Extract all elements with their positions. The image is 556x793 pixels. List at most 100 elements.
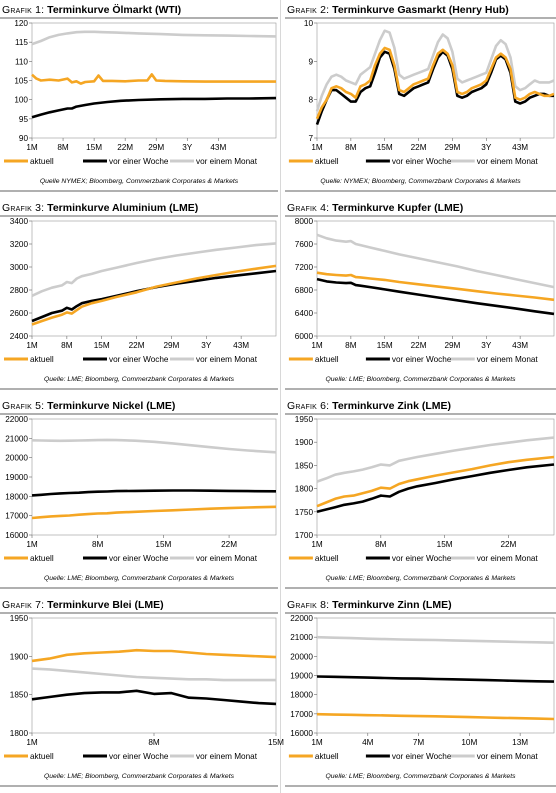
plot-frame: [31, 617, 277, 734]
legend-label: aktuell: [315, 554, 339, 563]
legend-label: vor einem Monat: [196, 157, 258, 166]
x-tick-label: 3Y: [481, 341, 492, 350]
x-tick-label: 3Y: [182, 143, 193, 152]
title-rule: [285, 17, 556, 19]
chart-prefix: Grafik 4:: [287, 202, 330, 214]
legend-label: aktuell: [30, 554, 54, 563]
series-line-woche: [31, 689, 277, 706]
legend-label: vor einer Woche: [109, 752, 169, 761]
title-rule: [0, 17, 278, 19]
bottom-rule: [285, 388, 556, 390]
chart-svg: 7 8 9 10 1M 8M 15M 22M 29M 3Y 43M aktuell vor einer …: [288, 19, 555, 166]
series-line-woche: [31, 489, 277, 497]
title-rule: [285, 215, 556, 217]
series-line-monat: [31, 667, 276, 682]
chart-title-text: Terminkurve Ölmarkt (WTI): [44, 4, 182, 16]
series-line-aktuell: [31, 648, 277, 663]
x-tick-label: 22M: [411, 143, 427, 152]
series-line-monat: [316, 233, 555, 289]
plot-frame: [316, 22, 555, 139]
chart-source: Quelle: LME; Bloomberg, Commerzbank Corp…: [325, 376, 516, 383]
legend-label: vor einer Woche: [392, 355, 452, 364]
y-tick-label: 21000: [290, 633, 313, 642]
chart-prefix: Grafik 8:: [287, 599, 330, 611]
x-tick-label: 8M: [345, 143, 357, 152]
x-tick-label: 1M: [26, 738, 38, 747]
title-rule: [0, 612, 278, 614]
x-tick-label: 1M: [311, 738, 323, 747]
legend-label: aktuell: [30, 752, 54, 761]
y-tick-label: 9: [308, 57, 313, 66]
x-tick-label: 43M: [512, 341, 528, 350]
legend-label: vor einem Monat: [196, 752, 258, 761]
x-tick-label: 29M: [444, 143, 460, 152]
chart-source: Quelle: LME; Bloomberg, Commerzbank Corp…: [43, 376, 234, 383]
x-tick-label: 43M: [210, 143, 226, 152]
chart-panel-7: Grafik 7: Terminkurve Blei (LME) 1800 1850…: [0, 595, 284, 793]
x-tick-label: 1M: [311, 341, 323, 350]
y-tick-label: 115: [15, 38, 28, 47]
chart-title: Grafik 1: Terminkurve Ölmarkt (WTI): [2, 4, 181, 16]
series-line-woche: [316, 675, 555, 683]
bottom-rule: [285, 190, 556, 192]
chart-svg: 2400 2600 2800 3000 3200 3400 1M 8M 15M 22M 29M 3Y 4…: [4, 217, 277, 364]
chart-prefix: Grafik 5:: [2, 400, 45, 412]
series-line-aktuell: [31, 505, 277, 520]
series-line-woche: [31, 269, 277, 323]
y-tick-label: 1900: [10, 652, 29, 661]
legend-label: aktuell: [315, 752, 339, 761]
x-tick-label: 43M: [233, 341, 249, 350]
y-tick-label: 17000: [5, 512, 28, 521]
chart-title: Grafik 6: Terminkurve Zink (LME): [287, 400, 451, 412]
x-tick-label: 3Y: [201, 341, 212, 350]
y-tick-label: 90: [19, 134, 29, 143]
series-line-monat: [31, 242, 277, 297]
y-tick-label: 19000: [290, 672, 313, 681]
bottom-rule: [0, 785, 278, 787]
y-tick-label: 1750: [295, 508, 314, 517]
chart-title-text: Terminkurve Blei (LME): [44, 599, 164, 611]
chart-prefix: Grafik 3:: [2, 202, 45, 214]
chart-source: Quelle: LME; Bloomberg, Commerzbank Corp…: [325, 575, 516, 582]
y-tick-label: 105: [14, 77, 28, 86]
chart-panel-1: Grafik 1: Terminkurve Ölmarkt (WTI) 90 95 1…: [0, 0, 278, 198]
series-line-woche: [316, 277, 555, 316]
x-tick-label: 1M: [26, 143, 38, 152]
plot-frame: [316, 418, 555, 536]
y-tick-label: 17000: [290, 710, 313, 719]
y-tick-label: 18000: [5, 492, 28, 501]
title-rule: [0, 413, 278, 415]
legend-label: vor einem Monat: [196, 355, 258, 364]
series-line-monat: [316, 436, 555, 483]
x-tick-label: 15M: [268, 738, 284, 747]
chart-title: Grafik 3: Terminkurve Aluminium (LME): [2, 202, 198, 214]
chart-source: Quelle: LME; Bloomberg, Commerzbank Corp…: [325, 773, 516, 780]
chart-svg: 6000 6400 6800 7200 7600 8000 1M 8M 15M 22M 29M 3Y 4…: [288, 217, 555, 364]
series-line-monat: [315, 29, 555, 112]
chart-panel-2: Grafik 2: Terminkurve Gasmarkt (Henry Hu…: [285, 0, 556, 198]
y-tick-label: 1800: [295, 485, 314, 494]
x-tick-label: 29M: [163, 341, 179, 350]
bottom-rule: [0, 388, 278, 390]
x-tick-label: 8M: [375, 540, 387, 549]
legend-label: vor einem Monat: [477, 355, 539, 364]
y-tick-label: 6800: [295, 286, 314, 295]
series-line-monat: [31, 438, 277, 454]
y-tick-label: 7600: [295, 240, 314, 249]
y-tick-label: 21000: [5, 434, 28, 443]
y-tick-label: 2600: [10, 309, 29, 318]
y-tick-label: 6000: [295, 332, 314, 341]
chart-prefix: Grafik 7:: [2, 599, 45, 611]
chart-prefix: Grafik 6:: [287, 400, 330, 412]
y-tick-label: 1800: [10, 729, 29, 738]
chart-svg: 1800 1850 1900 1950 1M 8M 15M aktuell vor einer …: [4, 614, 284, 761]
chart-title-text: Terminkurve Nickel (LME): [44, 400, 176, 412]
title-rule: [285, 612, 556, 614]
y-tick-label: 19000: [5, 473, 28, 482]
series-line-aktuell: [31, 73, 276, 85]
chart-title-text: Terminkurve Zinn (LME): [329, 599, 452, 611]
x-tick-label: 1M: [311, 143, 323, 152]
x-tick-label: 15M: [377, 341, 393, 350]
y-tick-label: 16000: [5, 531, 28, 540]
x-tick-label: 22M: [129, 341, 145, 350]
